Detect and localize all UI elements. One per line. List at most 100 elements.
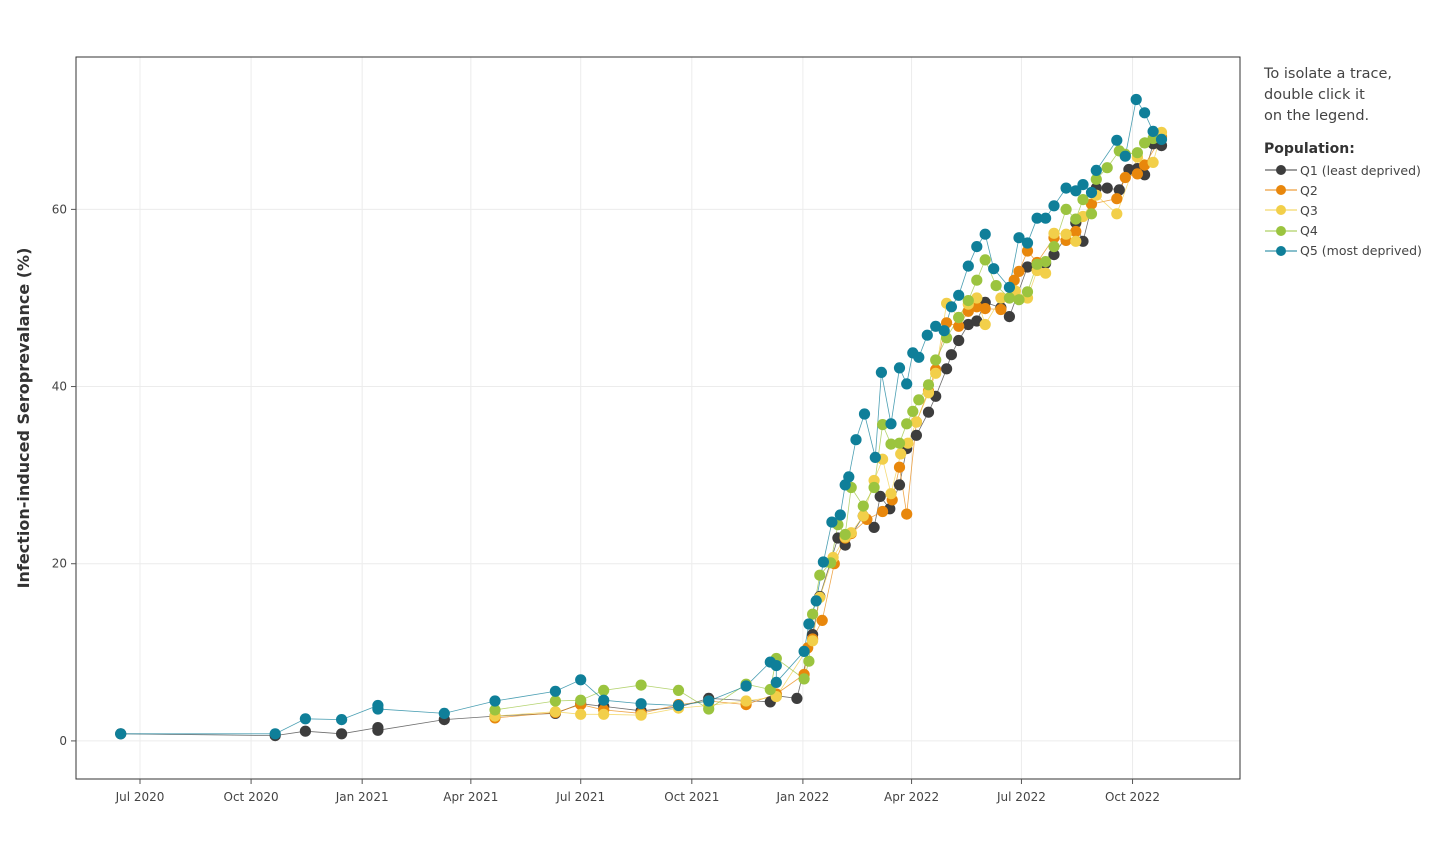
data-point[interactable] <box>868 521 880 534</box>
data-point[interactable] <box>995 303 1007 316</box>
data-point[interactable] <box>857 510 869 522</box>
data-point[interactable] <box>575 708 587 720</box>
data-point[interactable] <box>1130 93 1142 106</box>
data-point[interactable] <box>770 676 782 689</box>
data-point[interactable] <box>1003 281 1016 293</box>
legend-item[interactable]: Q1 (least deprived) <box>1264 160 1439 180</box>
data-point[interactable] <box>1060 228 1072 240</box>
data-point[interactable] <box>1013 294 1025 306</box>
data-point[interactable] <box>1070 235 1082 247</box>
data-point[interactable] <box>901 508 913 520</box>
data-point[interactable] <box>1101 162 1113 174</box>
data-point[interactable] <box>1139 137 1151 149</box>
data-point[interactable] <box>1085 208 1098 220</box>
data-point[interactable] <box>598 694 610 706</box>
data-point[interactable] <box>910 416 923 428</box>
data-point[interactable] <box>971 292 983 304</box>
data-point[interactable] <box>1119 171 1131 184</box>
data-point[interactable] <box>1031 212 1043 224</box>
data-point[interactable] <box>807 608 819 620</box>
data-point[interactable] <box>635 698 647 710</box>
data-point[interactable] <box>877 505 889 518</box>
data-point[interactable] <box>810 595 822 607</box>
data-point[interactable] <box>945 349 958 361</box>
data-point[interactable] <box>893 461 906 473</box>
data-point[interactable] <box>1070 213 1082 225</box>
data-point[interactable] <box>930 354 942 366</box>
data-point[interactable] <box>1090 164 1102 176</box>
data-point[interactable] <box>921 329 933 341</box>
data-point[interactable] <box>902 437 914 449</box>
data-point[interactable] <box>979 303 991 315</box>
data-point[interactable] <box>299 713 311 725</box>
data-point[interactable] <box>995 292 1007 304</box>
data-point[interactable] <box>1040 267 1052 279</box>
legend-item[interactable]: Q4 <box>1264 221 1439 241</box>
data-point[interactable] <box>549 706 562 718</box>
data-point[interactable] <box>885 438 897 450</box>
data-point[interactable] <box>857 500 869 512</box>
data-point[interactable] <box>115 728 127 740</box>
data-point[interactable] <box>1147 125 1159 137</box>
data-point[interactable] <box>962 318 974 331</box>
data-point[interactable] <box>1048 200 1060 212</box>
data-point[interactable] <box>1040 256 1052 268</box>
data-point[interactable] <box>1077 179 1089 191</box>
legend-item[interactable]: Q2 <box>1264 180 1439 200</box>
data-point[interactable] <box>575 694 587 706</box>
data-point[interactable] <box>979 228 991 240</box>
data-point[interactable] <box>971 274 983 286</box>
data-point[interactable] <box>826 516 838 528</box>
data-point[interactable] <box>885 488 897 500</box>
data-point[interactable] <box>598 708 610 720</box>
data-point[interactable] <box>941 363 953 375</box>
data-point[interactable] <box>791 692 803 705</box>
data-point[interactable] <box>922 406 935 418</box>
data-point[interactable] <box>817 556 830 568</box>
data-point[interactable] <box>971 301 983 313</box>
data-point[interactable] <box>953 334 965 347</box>
data-point[interactable] <box>922 379 935 391</box>
data-point[interactable] <box>1013 232 1025 244</box>
data-point[interactable] <box>1101 182 1113 194</box>
data-point[interactable] <box>1060 182 1072 194</box>
data-point[interactable] <box>1040 212 1052 224</box>
data-point[interactable] <box>703 703 715 715</box>
data-point[interactable] <box>299 725 311 737</box>
data-point[interactable] <box>1147 156 1159 168</box>
data-point[interactable] <box>877 419 889 431</box>
data-point[interactable] <box>893 362 906 374</box>
data-point[interactable] <box>1113 184 1125 196</box>
data-point[interactable] <box>930 367 942 379</box>
data-point[interactable] <box>839 528 851 541</box>
data-point[interactable] <box>1131 147 1143 159</box>
data-point[interactable] <box>979 254 991 266</box>
data-point[interactable] <box>1139 107 1151 119</box>
data-point[interactable] <box>953 311 965 324</box>
data-point[interactable] <box>635 679 647 691</box>
data-point[interactable] <box>489 704 501 716</box>
data-point[interactable] <box>703 695 715 707</box>
data-point[interactable] <box>803 655 815 667</box>
data-point[interactable] <box>913 394 925 406</box>
data-point[interactable] <box>1021 245 1034 257</box>
data-point[interactable] <box>1085 186 1098 199</box>
data-point[interactable] <box>901 418 913 430</box>
data-point[interactable] <box>858 408 871 420</box>
data-point[interactable] <box>336 728 348 740</box>
data-point[interactable] <box>922 387 935 399</box>
data-point[interactable] <box>875 366 888 378</box>
data-point[interactable] <box>893 479 906 491</box>
data-point[interactable] <box>1077 194 1089 206</box>
data-point[interactable] <box>1111 208 1123 220</box>
data-point[interactable] <box>971 241 983 253</box>
data-point[interactable] <box>1111 193 1123 205</box>
data-point[interactable] <box>938 325 950 337</box>
data-point[interactable] <box>269 728 281 740</box>
data-point[interactable] <box>953 289 965 301</box>
data-point[interactable] <box>869 451 881 463</box>
data-point[interactable] <box>336 714 348 726</box>
data-point[interactable] <box>438 707 450 720</box>
data-point[interactable] <box>1131 168 1143 180</box>
data-point[interactable] <box>868 481 880 494</box>
